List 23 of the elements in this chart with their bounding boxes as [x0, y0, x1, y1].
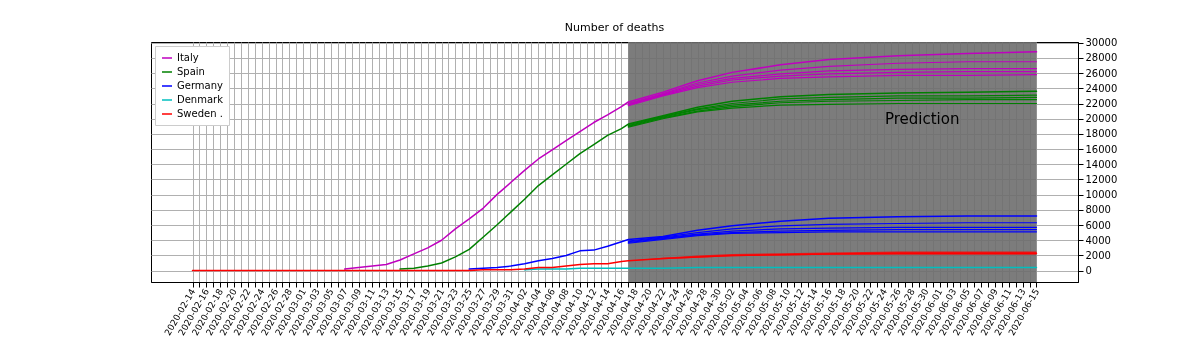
y-tick-label: 20000 [1085, 113, 1118, 125]
y-tick-label: 8000 [1085, 204, 1111, 216]
y-tick-label: 10000 [1085, 189, 1118, 201]
legend-label: Sweden . [177, 108, 223, 119]
legend-label: Denmark [177, 94, 224, 105]
y-tick-label: 12000 [1085, 173, 1118, 185]
y-tick-label: 22000 [1085, 98, 1118, 110]
y-tick-label: 18000 [1085, 128, 1118, 140]
y-tick-label: 14000 [1085, 158, 1118, 170]
y-tick-label: 0 [1085, 265, 1092, 277]
y-tick-label: 16000 [1085, 143, 1118, 155]
y-tick-label: 2000 [1085, 249, 1111, 261]
y-tick-label: 24000 [1085, 82, 1118, 94]
y-tick-label: 28000 [1085, 52, 1118, 64]
chart-title: Number of deaths [564, 20, 665, 34]
y-tick-label: 4000 [1085, 234, 1111, 246]
legend-label: Italy [177, 52, 199, 63]
y-tick-label: 26000 [1085, 67, 1118, 79]
y-tick-label: 6000 [1085, 219, 1111, 231]
legend-label: Germany [177, 80, 224, 91]
band-label: Prediction [884, 109, 960, 128]
y-tick-label: 30000 [1085, 37, 1118, 49]
legend-label: Spain [177, 66, 205, 77]
